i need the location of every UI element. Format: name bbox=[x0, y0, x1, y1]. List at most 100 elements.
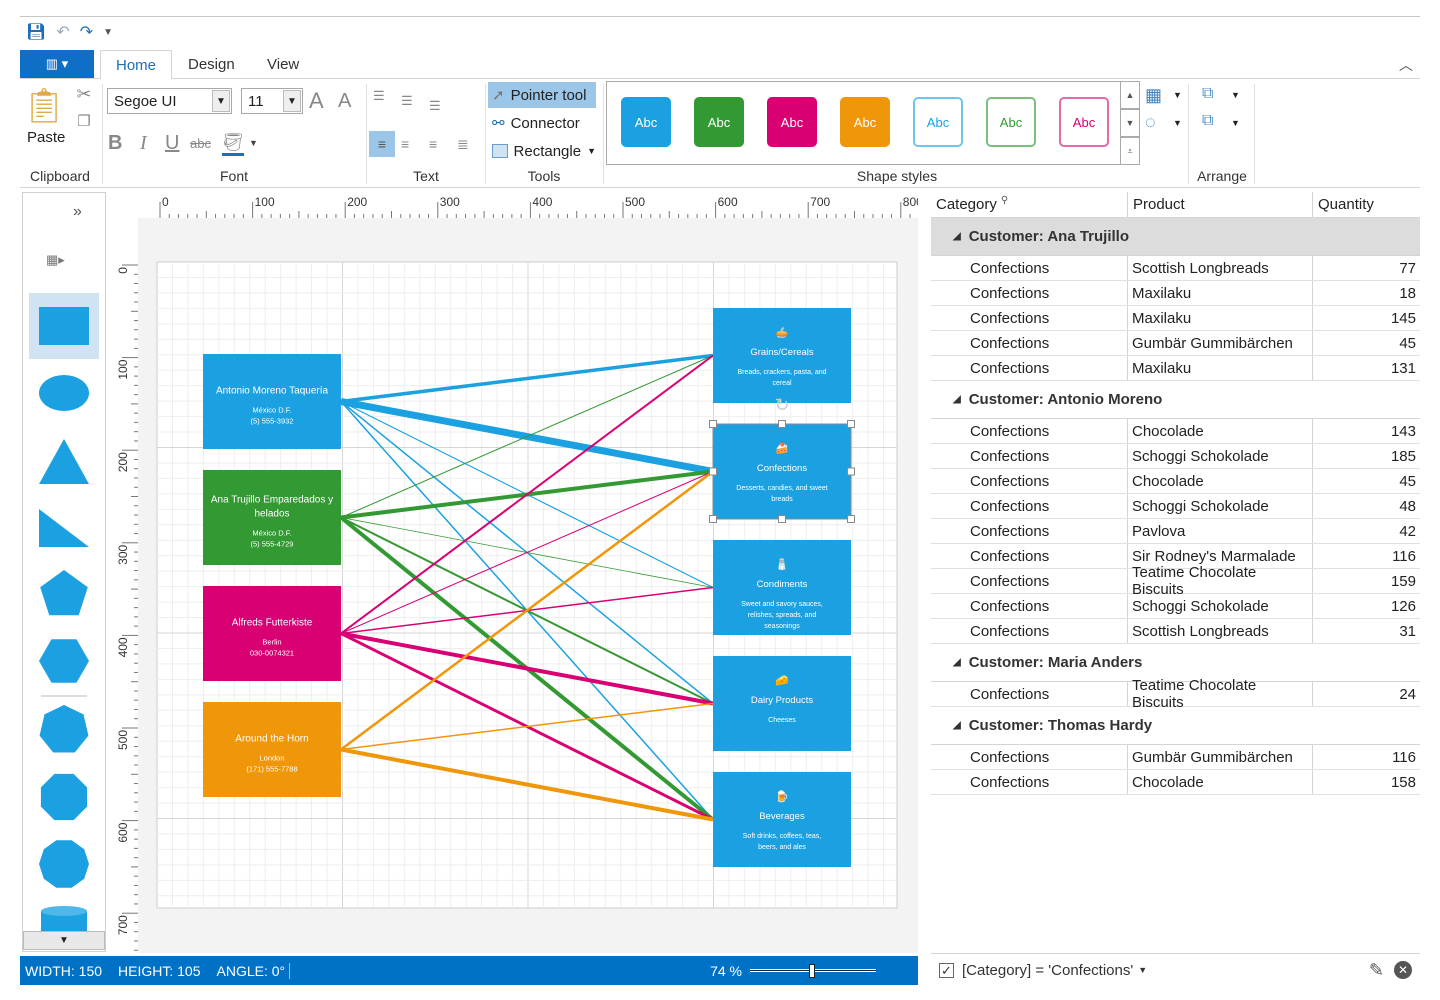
chevron-down-icon[interactable]: ▼ bbox=[1231, 118, 1240, 128]
customer-node[interactable]: Alfreds Futterkiste Berlin 030-0074321 bbox=[203, 586, 341, 681]
undo-icon[interactable]: ↶ bbox=[56, 24, 70, 41]
pointer-tool-button[interactable]: ➚ Pointer tool bbox=[488, 82, 596, 108]
resize-handle[interactable] bbox=[709, 467, 717, 476]
shape-style-button[interactable]: Abc bbox=[694, 97, 744, 147]
column-header-quantity[interactable]: Quantity bbox=[1318, 196, 1374, 213]
collapse-group-icon[interactable]: ◢ bbox=[953, 231, 961, 242]
diagram-canvas[interactable]: 0 100 200 300 400 500 600 700 800 0 100 200 300 400 50… bbox=[112, 192, 923, 953]
italic-button[interactable]: I bbox=[140, 132, 147, 154]
expand-panel-icon[interactable]: » bbox=[73, 203, 82, 220]
category-node-box[interactable] bbox=[713, 308, 851, 403]
resize-handle[interactable] bbox=[709, 420, 717, 428]
align-top-icon[interactable]: ☰ bbox=[373, 88, 385, 103]
clear-filter-icon[interactable]: ✕ bbox=[1394, 961, 1412, 979]
column-header-product[interactable]: Product bbox=[1128, 192, 1313, 217]
connector-line[interactable] bbox=[340, 471, 714, 634]
zoom-slider[interactable] bbox=[750, 963, 876, 978]
rotate-handle-icon[interactable]: ↻ bbox=[774, 395, 789, 415]
edit-filter-icon[interactable]: ✎ bbox=[1368, 959, 1384, 980]
file-menu-button[interactable]: ▥ ▾ bbox=[20, 50, 94, 78]
tab-home[interactable]: Home bbox=[100, 50, 173, 79]
paste-button[interactable]: Paste bbox=[27, 129, 66, 146]
customer-node-box[interactable] bbox=[203, 586, 341, 681]
table-row[interactable]: Confections Gumbär Gummibärchen 116 bbox=[931, 745, 1420, 770]
align-bottom-icon[interactable]: ☰ bbox=[429, 98, 441, 113]
table-row[interactable]: Confections Gumbär Gummibärchen 45 bbox=[931, 331, 1420, 356]
resize-handle[interactable] bbox=[709, 515, 717, 523]
ellipse-shape[interactable] bbox=[39, 375, 89, 411]
table-row[interactable]: Confections Scottish Longbreads 77 bbox=[931, 256, 1420, 281]
shape-style-button[interactable]: Abc bbox=[621, 97, 671, 147]
cut-icon[interactable]: ✂ bbox=[76, 84, 92, 104]
font-size-combo[interactable]: 11 ▼ bbox=[241, 88, 303, 114]
connector-line[interactable] bbox=[340, 355, 714, 518]
strikethrough-button[interactable]: abc bbox=[190, 136, 211, 151]
shape-style-button[interactable]: Abc bbox=[1059, 97, 1109, 147]
table-row[interactable]: Confections Maxilaku 145 bbox=[931, 306, 1420, 331]
customer-node[interactable]: Around the Horn London (171) 555-7788 bbox=[203, 702, 341, 797]
category-node[interactable]: 🧂 Condiments Sweet and savory sauces, relis… bbox=[713, 540, 851, 635]
table-row[interactable]: Confections Teatime Chocolate Biscuits 24 bbox=[931, 677, 1420, 711]
triangle-shape[interactable] bbox=[39, 439, 89, 484]
table-row[interactable]: Confections Pavlova 42 bbox=[931, 519, 1420, 544]
connector-line[interactable] bbox=[340, 747, 714, 822]
category-node[interactable]: 🍺 Beverages Soft drinks, coffees, teas, bee… bbox=[713, 772, 851, 867]
table-row[interactable]: Confections Maxilaku 18 bbox=[931, 281, 1420, 306]
table-row[interactable]: Confections Teatime Chocolate Biscuits 159 bbox=[931, 564, 1420, 598]
decagon-shape[interactable] bbox=[39, 840, 89, 888]
fill-color-icon[interactable]: 🪣︎ bbox=[222, 132, 244, 156]
scroll-down-button[interactable]: ▼ bbox=[23, 931, 105, 950]
chevron-down-icon[interactable]: ▼ bbox=[1173, 118, 1182, 128]
align-middle-icon[interactable]: ☰ bbox=[401, 93, 413, 108]
table-row[interactable]: Confections Chocolade 158 bbox=[931, 770, 1420, 795]
grow-font-icon[interactable]: A bbox=[309, 88, 324, 113]
customize-icon[interactable]: ▼ bbox=[103, 26, 114, 38]
filter-expression[interactable]: [Category] = 'Confections' bbox=[962, 961, 1134, 979]
tab-view[interactable]: View bbox=[267, 56, 300, 73]
save-icon[interactable]: 💾︎ bbox=[26, 24, 47, 41]
customer-node-box[interactable] bbox=[203, 470, 341, 565]
category-node[interactable]: 🥧 Grains/Cereals Breads, crackers, pasta, … bbox=[713, 308, 851, 403]
gallery-down-button[interactable]: ▼ bbox=[1121, 109, 1140, 137]
bring-to-front-icon[interactable]: ⧉ bbox=[1202, 85, 1214, 102]
chevron-down-icon[interactable]: ▼ bbox=[283, 90, 301, 112]
customer-node-box[interactable] bbox=[203, 702, 341, 797]
chevron-down-icon[interactable]: ▼ bbox=[249, 138, 258, 148]
align-right-icon[interactable]: ≡ bbox=[429, 136, 438, 152]
category-node-box[interactable] bbox=[712, 423, 852, 520]
table-row[interactable]: Confections Schoggi Schokolade 126 bbox=[931, 594, 1420, 619]
table-row[interactable]: Confections Chocolade 143 bbox=[931, 419, 1420, 444]
paste-icon[interactable]: 📋︎ bbox=[22, 87, 66, 125]
gallery-more-button[interactable]: ⩡ bbox=[1121, 137, 1140, 165]
category-node[interactable]: 🧀 Dairy Products Cheeses bbox=[713, 656, 851, 751]
pentagon-shape[interactable] bbox=[40, 570, 88, 616]
collapse-group-icon[interactable]: ◢ bbox=[953, 394, 961, 405]
collapse-group-icon[interactable]: ◢ bbox=[953, 657, 961, 668]
customer-node[interactable]: Ana Trujillo Emparedados y helados México … bbox=[203, 470, 341, 565]
shape-style-button[interactable]: Abc bbox=[986, 97, 1036, 147]
group-row[interactable]: ◢ Customer: Thomas Hardy bbox=[931, 707, 1420, 745]
hexagon-shape[interactable] bbox=[39, 639, 89, 683]
table-row[interactable]: Confections Schoggi Schokolade 48 bbox=[931, 494, 1420, 519]
resize-handle[interactable] bbox=[847, 420, 855, 428]
resize-handle[interactable] bbox=[847, 467, 855, 476]
chevron-down-icon[interactable]: ▼ bbox=[1138, 965, 1148, 975]
resize-handle[interactable] bbox=[778, 420, 786, 428]
rectangle-tool-button[interactable]: Rectangle ▼ bbox=[488, 138, 596, 164]
shape-library-icon[interactable]: ▦▸ bbox=[46, 252, 65, 267]
tab-design[interactable]: Design bbox=[188, 56, 235, 73]
connector-line[interactable] bbox=[340, 354, 714, 635]
shape-style-button[interactable]: Abc bbox=[767, 97, 817, 147]
connector-line[interactable] bbox=[340, 702, 714, 751]
shape-style-button[interactable]: Abc bbox=[840, 97, 890, 147]
filter-enable-checkbox[interactable]: ✓ bbox=[939, 962, 954, 978]
chevron-down-icon[interactable]: ▼ bbox=[212, 90, 230, 112]
customer-node-box[interactable] bbox=[203, 354, 341, 449]
rectangle-shape[interactable] bbox=[39, 307, 89, 345]
chevron-down-icon[interactable]: ▼ bbox=[587, 146, 596, 156]
diagram-canvas-area[interactable]: 0 100 200 300 400 500 600 700 800 0 100 200 300 400 50… bbox=[112, 192, 923, 953]
redo-icon[interactable]: ↷ bbox=[79, 24, 94, 41]
align-left-icon[interactable]: ≡ bbox=[369, 131, 395, 157]
column-header-category[interactable]: Category ⚲ bbox=[931, 192, 1128, 217]
table-row[interactable]: Confections Scottish Longbreads 31 bbox=[931, 619, 1420, 644]
